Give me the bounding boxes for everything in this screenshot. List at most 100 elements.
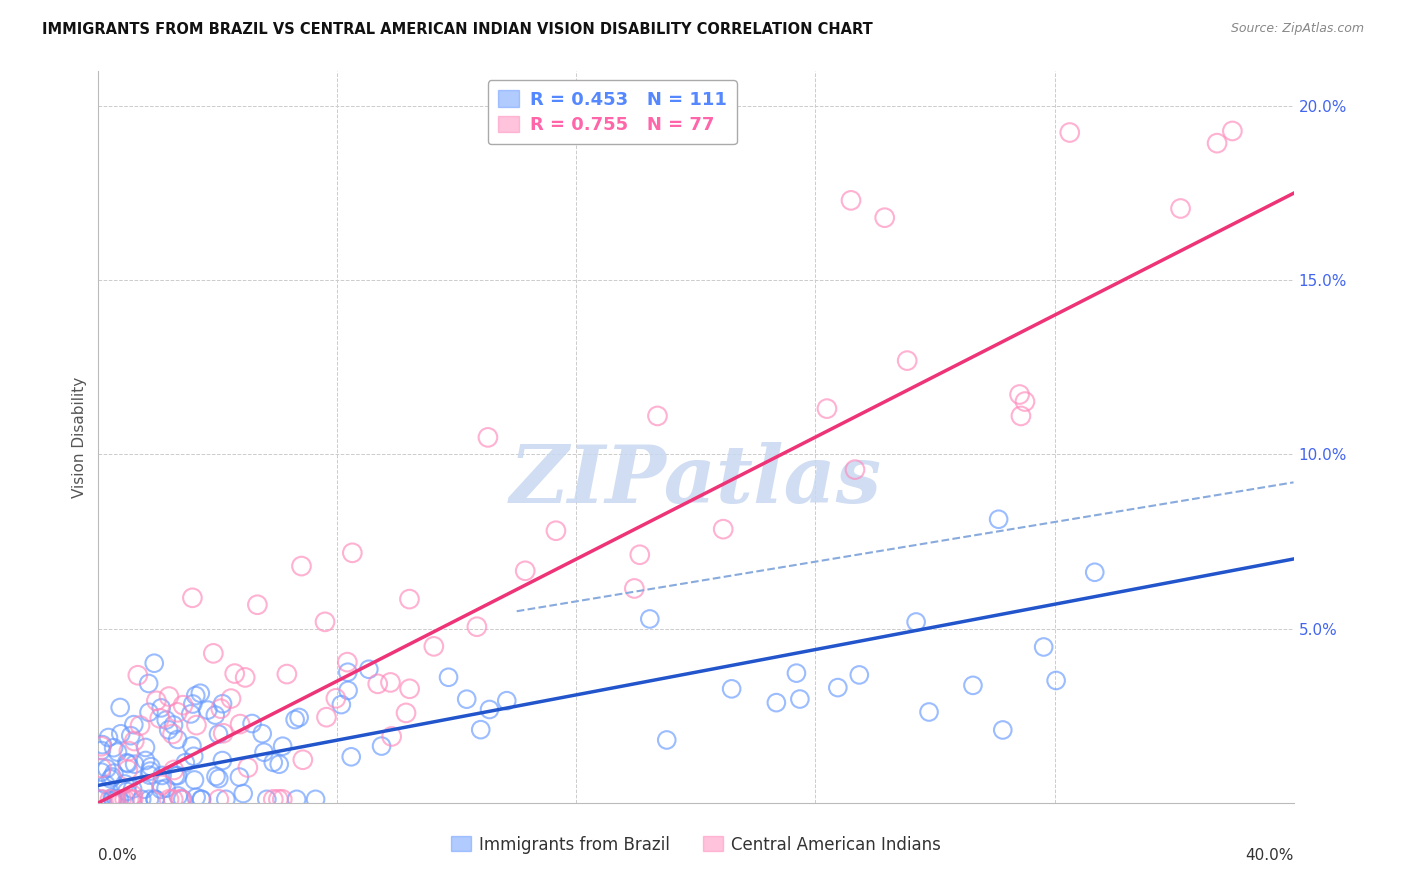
Point [181,591,204,605]
Point [207,727,229,741]
Point [285,792,308,806]
Point [398,592,420,607]
Point [166,732,188,747]
Point [252,726,274,740]
Point [844,462,866,476]
Point [1206,136,1229,150]
Point [962,678,984,692]
Point [138,768,160,782]
Point [139,764,162,778]
Point [90,761,112,775]
Point [229,717,252,731]
Point [111,792,134,806]
Point [105,792,128,806]
Point [122,789,145,803]
Point [202,646,225,660]
Point [145,694,167,708]
Point [90,765,112,780]
Point [108,700,131,714]
Text: IMMIGRANTS FROM BRAZIL VS CENTRAL AMERICAN INDIAN VISION DISABILITY CORRELATION : IMMIGRANTS FROM BRAZIL VS CENTRAL AMERIC… [42,22,873,37]
Point [381,730,404,744]
Point [325,691,347,706]
Point [90,739,112,754]
Point [515,564,537,578]
Point [211,697,233,711]
Point [253,745,276,759]
Point [98,792,121,806]
Point [124,734,146,748]
Point [120,729,142,743]
Point [477,430,499,444]
Point [157,690,180,704]
Point [131,792,153,806]
Point [117,763,139,777]
Point [465,620,488,634]
Point [139,759,162,773]
Point [122,717,145,731]
Point [143,792,166,806]
Text: 0.0%: 0.0% [98,848,138,863]
Point [188,686,211,700]
Point [284,713,307,727]
Point [1008,387,1031,401]
Point [638,612,661,626]
Point [215,792,238,806]
Point [150,701,173,715]
Point [256,792,278,806]
Point [114,792,136,806]
Point [1222,124,1244,138]
Point [233,670,256,684]
Point [1084,566,1107,580]
Point [107,745,129,759]
Point [423,640,446,654]
Point [470,723,492,737]
Point [94,778,117,792]
Point [1045,673,1067,688]
Point [209,701,232,715]
Point [138,676,160,690]
Point [232,787,254,801]
Point [121,782,143,797]
Point [90,792,112,806]
Point [124,757,146,772]
Point [336,655,359,669]
Point [1010,409,1032,423]
Point [212,726,235,740]
Point [896,353,918,368]
Point [96,762,118,776]
Point [170,792,193,806]
Point [544,524,567,538]
Point [918,705,941,719]
Point [720,681,742,696]
Y-axis label: Vision Disability: Vision Disability [72,376,87,498]
Point [246,598,269,612]
Point [190,792,212,806]
Point [873,211,896,225]
Point [628,548,651,562]
Point [357,662,380,676]
Point [815,401,838,416]
Point [101,792,124,806]
Point [162,727,184,741]
Point [143,792,166,806]
Point [765,696,787,710]
Point [478,702,501,716]
Point [711,522,734,536]
Point [848,668,870,682]
Point [166,706,188,720]
Point [90,792,112,806]
Point [97,731,120,745]
Point [228,770,250,784]
Point [167,789,190,803]
Point [204,708,226,723]
Point [262,756,284,770]
Point [342,546,364,560]
Point [149,711,172,725]
Point [224,666,246,681]
Point [162,792,184,806]
Point [367,677,389,691]
Point [240,716,263,731]
Point [785,666,807,681]
Point [288,710,311,724]
Point [991,723,1014,737]
